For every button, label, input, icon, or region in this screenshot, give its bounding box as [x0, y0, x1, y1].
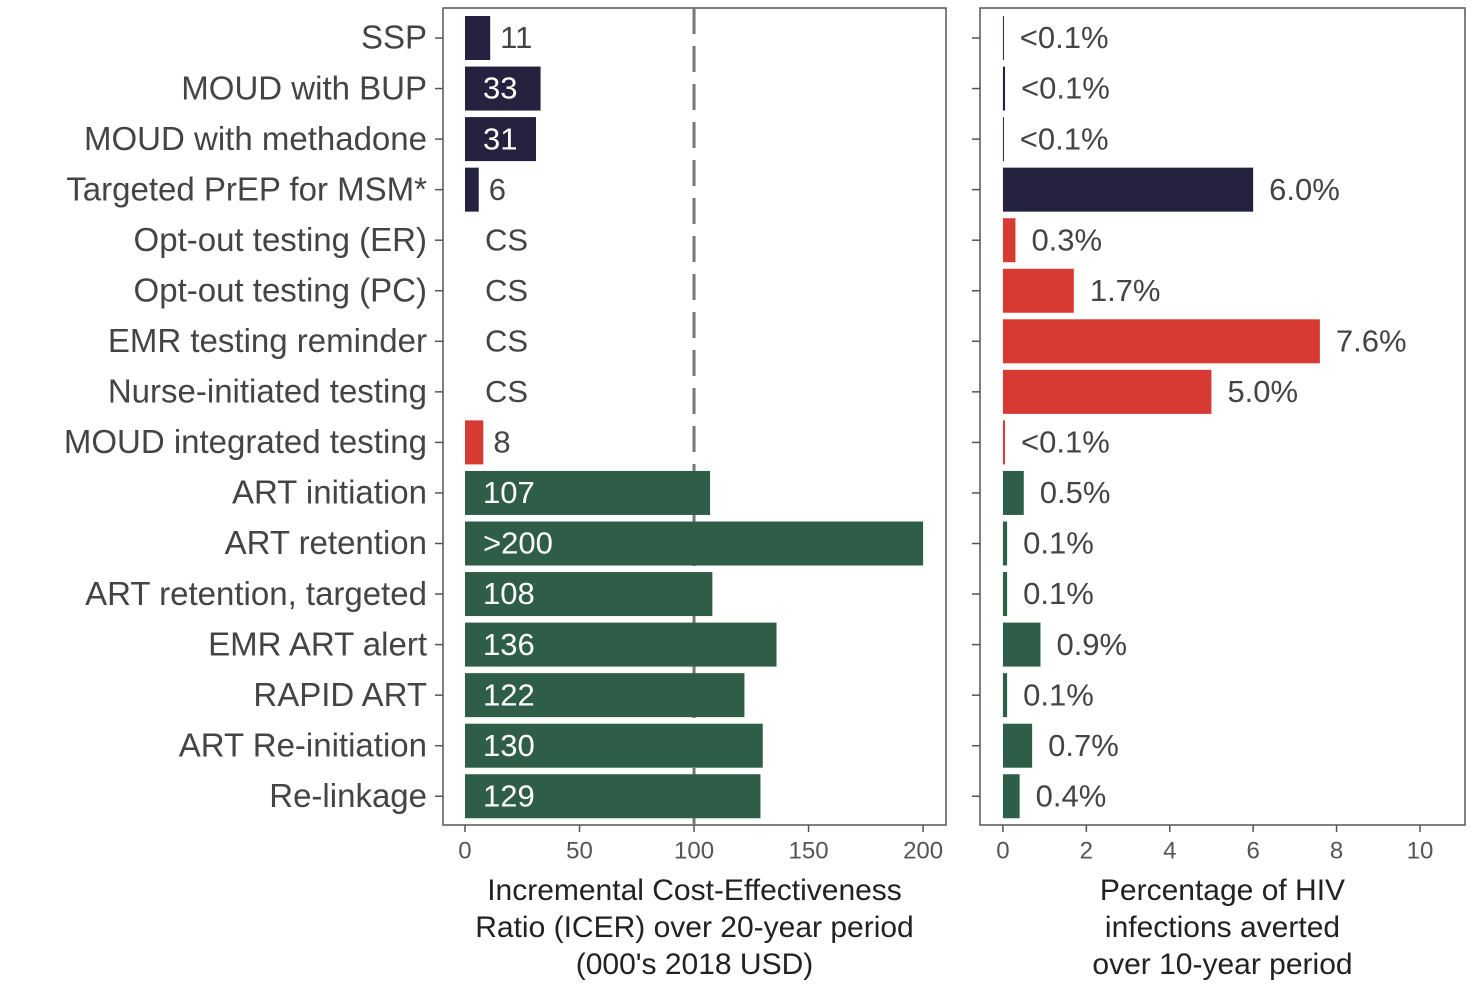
- x-tick-label: 8: [1330, 837, 1343, 864]
- value-label: 0.4%: [1036, 778, 1107, 813]
- category-label: Targeted PrEP for MSM*: [66, 170, 427, 207]
- category-label: ART retention: [225, 524, 427, 561]
- value-label: 0.3%: [1031, 222, 1102, 257]
- value-label: CS: [485, 222, 528, 257]
- value-label: 129: [483, 778, 535, 813]
- category-label: EMR testing reminder: [108, 322, 427, 359]
- bar: [1002, 673, 1008, 718]
- x-axis-title: Percentage of HIV: [1100, 874, 1345, 907]
- value-label: 107: [483, 475, 535, 510]
- bar: [464, 167, 479, 212]
- value-label: 0.1%: [1023, 677, 1094, 712]
- value-label: 1.7%: [1090, 273, 1161, 308]
- value-label: CS: [485, 374, 528, 409]
- category-label: MOUD integrated testing: [64, 423, 427, 460]
- bar: [1002, 723, 1033, 768]
- value-label: <0.1%: [1020, 121, 1109, 156]
- value-label: 11: [500, 20, 532, 55]
- x-tick-label: 6: [1246, 837, 1259, 864]
- x-tick-label: 0: [458, 837, 471, 864]
- bar: [464, 470, 711, 515]
- category-label: MOUD with BUP: [181, 69, 427, 106]
- bar: [1002, 268, 1074, 313]
- value-label: 31: [483, 121, 517, 156]
- x-tick-label: 10: [1407, 837, 1434, 864]
- bar: [1002, 218, 1016, 263]
- bar: [1002, 167, 1254, 212]
- value-label: 33: [483, 71, 517, 106]
- bar: [1002, 420, 1006, 465]
- bar: [464, 16, 491, 60]
- category-label: EMR ART alert: [208, 625, 427, 662]
- bar: [464, 723, 763, 768]
- category-label: ART retention, targeted: [85, 575, 427, 612]
- bar: [1002, 622, 1041, 667]
- bar: [464, 521, 924, 566]
- category-label: Opt-out testing (PC): [134, 271, 427, 308]
- x-tick-label: 4: [1163, 837, 1176, 864]
- category-label: ART initiation: [232, 474, 427, 511]
- value-label: 0.1%: [1023, 576, 1094, 611]
- x-tick-label: 100: [674, 837, 714, 864]
- value-label: 136: [483, 627, 535, 662]
- x-axis-title: Incremental Cost-Effectiveness: [487, 874, 902, 907]
- x-tick-label: 150: [789, 837, 829, 864]
- value-label: 6: [489, 172, 506, 207]
- x-tick-label: 2: [1080, 837, 1093, 864]
- x-axis-title: (000's 2018 USD): [576, 948, 814, 981]
- bar: [464, 673, 745, 718]
- x-axis-title: Ratio (ICER) over 20-year period: [475, 911, 914, 944]
- category-label: Opt-out testing (ER): [134, 221, 427, 258]
- x-tick-label: 200: [903, 837, 943, 864]
- bar: [1002, 117, 1004, 162]
- bar: [464, 572, 713, 617]
- category-label: RAPID ART: [253, 676, 427, 713]
- bar: [1002, 369, 1212, 414]
- value-label: <0.1%: [1020, 20, 1109, 55]
- category-label: MOUD with methadone: [84, 120, 427, 157]
- category-label: ART Re-initiation: [179, 726, 427, 763]
- value-label: >200: [483, 526, 553, 561]
- value-label: 8: [493, 425, 510, 460]
- value-label: 108: [483, 576, 535, 611]
- bar: [1002, 470, 1024, 515]
- category-label: SSP: [361, 19, 427, 56]
- bar: [1002, 66, 1006, 111]
- value-label: CS: [485, 273, 528, 308]
- value-label: 0.5%: [1040, 475, 1111, 510]
- value-label: 130: [483, 728, 535, 763]
- category-label: Nurse-initiated testing: [108, 373, 427, 410]
- bar: [464, 117, 536, 162]
- value-label: <0.1%: [1021, 71, 1110, 106]
- bar: [464, 774, 761, 819]
- value-label: 7.6%: [1336, 323, 1407, 358]
- x-tick-label: 0: [996, 837, 1009, 864]
- value-label: <0.1%: [1021, 425, 1110, 460]
- value-label: 122: [483, 677, 535, 712]
- value-label: 0.7%: [1048, 728, 1119, 763]
- value-label: 5.0%: [1227, 374, 1298, 409]
- bar: [1002, 16, 1004, 60]
- value-label: CS: [485, 323, 528, 358]
- bar: [1002, 319, 1320, 364]
- panel-frame: [979, 7, 1466, 826]
- bar: [1002, 774, 1020, 819]
- bar: [1002, 521, 1008, 566]
- bar: [1002, 572, 1008, 617]
- x-axis-title: infections averted: [1105, 911, 1340, 944]
- x-axis-title: over 10-year period: [1092, 948, 1352, 981]
- value-label: 6.0%: [1269, 172, 1340, 207]
- bar: [464, 420, 484, 465]
- category-label: Re-linkage: [269, 777, 427, 814]
- x-tick-label: 50: [566, 837, 593, 864]
- bar: [464, 622, 777, 667]
- value-label: 0.1%: [1023, 526, 1094, 561]
- value-label: 0.9%: [1056, 627, 1127, 662]
- bar: [464, 66, 541, 111]
